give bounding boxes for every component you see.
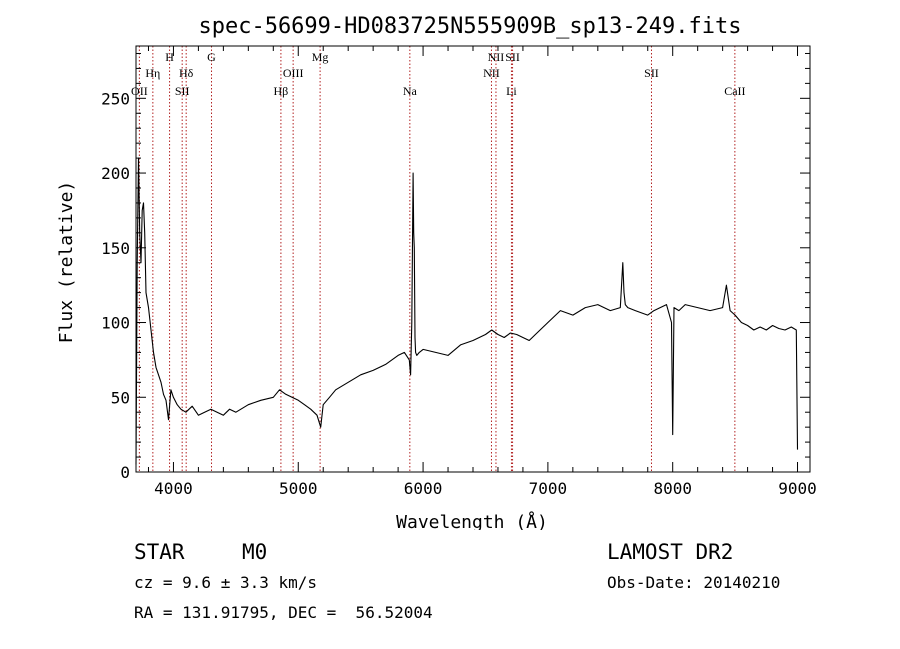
marker-label-15: CaII <box>724 84 745 98</box>
x-tick-label-1: 5000 <box>279 479 318 498</box>
observation-date: Obs-Date: 20140210 <box>607 573 781 592</box>
y-tick-label-3: 150 <box>101 239 130 258</box>
x-tick-label-3: 7000 <box>529 479 568 498</box>
spectrum-chart: spec-56699-HD083725N555909B_sp13-249.fit… <box>56 14 817 530</box>
marker-label-0: OII <box>131 84 148 98</box>
x-axis-ticks: 4000 5000 6000 7000 8000 9000 <box>147 46 817 498</box>
marker-label-12: SII <box>505 50 520 64</box>
y-axis-label: Flux (relative) <box>56 181 77 344</box>
marker-label-11: NII <box>488 50 505 64</box>
marker-label-10: NII <box>483 66 500 80</box>
y-tick-label-0: 0 <box>120 463 130 482</box>
plot-frame <box>135 45 811 473</box>
survey-name: LAMOST DR2 <box>607 540 734 564</box>
y-tick-label-4: 200 <box>101 164 130 183</box>
marker-label-9: Na <box>403 84 418 98</box>
marker-label-6: Hβ <box>274 84 289 98</box>
marker-label-4: SII <box>175 84 190 98</box>
marker-label-8: Mg <box>312 50 329 64</box>
spectrum-series-line <box>135 157 799 465</box>
marker-label-3: Hδ <box>179 66 194 80</box>
coordinates: RA = 131.91795, DEC = 56.52004 <box>134 603 433 622</box>
y-tick-label-5: 250 <box>101 89 130 108</box>
y-tick-label-2: 100 <box>101 314 130 333</box>
y-axis-ticks: 0 50 100 150 200 250 <box>101 52 810 482</box>
x-tick-label-5: 9000 <box>778 479 817 498</box>
object-class: STAR <box>134 540 185 564</box>
spectrum-line-layer <box>135 157 799 465</box>
redshift-value: cz = 9.6 ± 3.3 km/s <box>134 573 318 592</box>
object-subclass: M0 <box>242 540 268 564</box>
marker-label-13: Li <box>506 84 517 98</box>
marker-label-7: OIII <box>283 66 304 80</box>
marker-label-5: G <box>207 50 216 64</box>
marker-label-2: H <box>165 50 174 64</box>
x-axis-label: Wavelength (Å) <box>396 511 548 530</box>
chart-title: spec-56699-HD083725N555909B_sp13-249.fit… <box>198 14 741 39</box>
x-tick-label-4: 8000 <box>653 479 692 498</box>
marker-label-14: SII <box>644 66 659 80</box>
y-tick-label-1: 50 <box>111 388 130 407</box>
x-tick-label-0: 4000 <box>154 479 193 498</box>
x-tick-label-2: 6000 <box>404 479 443 498</box>
marker-label-1: Hη <box>145 66 160 80</box>
